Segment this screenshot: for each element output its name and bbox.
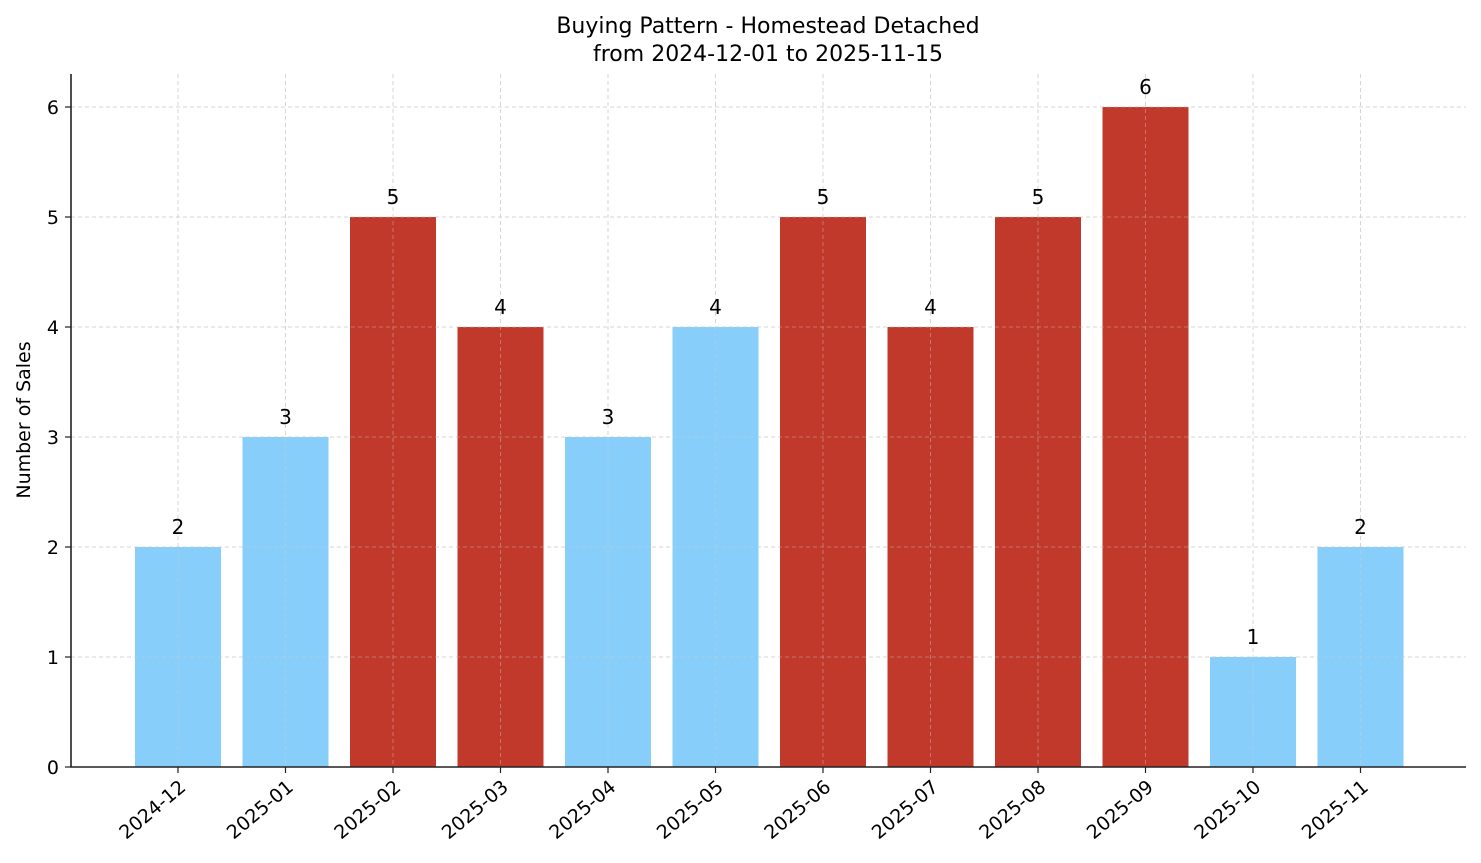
y-tick-label: 5	[47, 207, 59, 229]
x-axis-ticks: 2024-12 2025-01 2025-02 2025-03 2025-04 2025-…	[115, 767, 1373, 844]
bar-value-label: 1	[1247, 625, 1260, 649]
x-tick-label: 2024-12	[115, 776, 190, 844]
bar-value-label: 3	[279, 405, 292, 429]
axes	[70, 74, 1466, 768]
y-tick-label: 3	[47, 427, 59, 449]
bar-value-label: 6	[1139, 75, 1152, 99]
y-tick-label: 2	[47, 537, 59, 559]
bar-value-label: 5	[1032, 185, 1045, 209]
y-axis-ticks: 0 1 2 3 4 5 6	[47, 97, 71, 779]
y-tick-label: 0	[47, 757, 59, 779]
x-tick-label: 2025-09	[1083, 776, 1158, 844]
chart-title: Buying Pattern - Homestead Detached	[556, 14, 979, 39]
x-tick-label: 2025-11	[1298, 776, 1373, 844]
bar-value-label: 4	[924, 295, 937, 319]
x-tick-label: 2025-04	[545, 776, 620, 844]
x-tick-label: 2025-05	[653, 776, 728, 844]
x-tick-label: 2025-10	[1190, 776, 1265, 844]
x-tick-label: 2025-08	[975, 776, 1050, 844]
bar-value-label: 4	[709, 295, 722, 319]
bar-value-label: 2	[1354, 515, 1367, 539]
y-tick-label: 4	[47, 317, 59, 339]
bar-value-label: 4	[494, 295, 507, 319]
x-tick-label: 2025-03	[438, 776, 513, 844]
grid-overlay	[71, 74, 1466, 767]
y-axis-label: Number of Sales	[13, 341, 35, 498]
x-tick-label: 2025-02	[330, 776, 405, 844]
x-tick-label: 2025-06	[760, 776, 835, 844]
x-tick-label: 2025-01	[223, 776, 298, 844]
data-labels: 2 3 5 4 3 4 5 4 5 6 1 2	[172, 75, 1367, 649]
y-tick-label: 1	[47, 647, 59, 669]
bar-value-label: 2	[172, 515, 185, 539]
bar-value-label: 5	[387, 185, 400, 209]
chart-subtitle: from 2024-12-01 to 2025-11-15	[593, 42, 943, 67]
bar-value-label: 5	[817, 185, 830, 209]
x-tick-label: 2025-07	[868, 776, 943, 844]
y-tick-label: 6	[47, 97, 59, 119]
bar-value-label: 3	[602, 405, 615, 429]
